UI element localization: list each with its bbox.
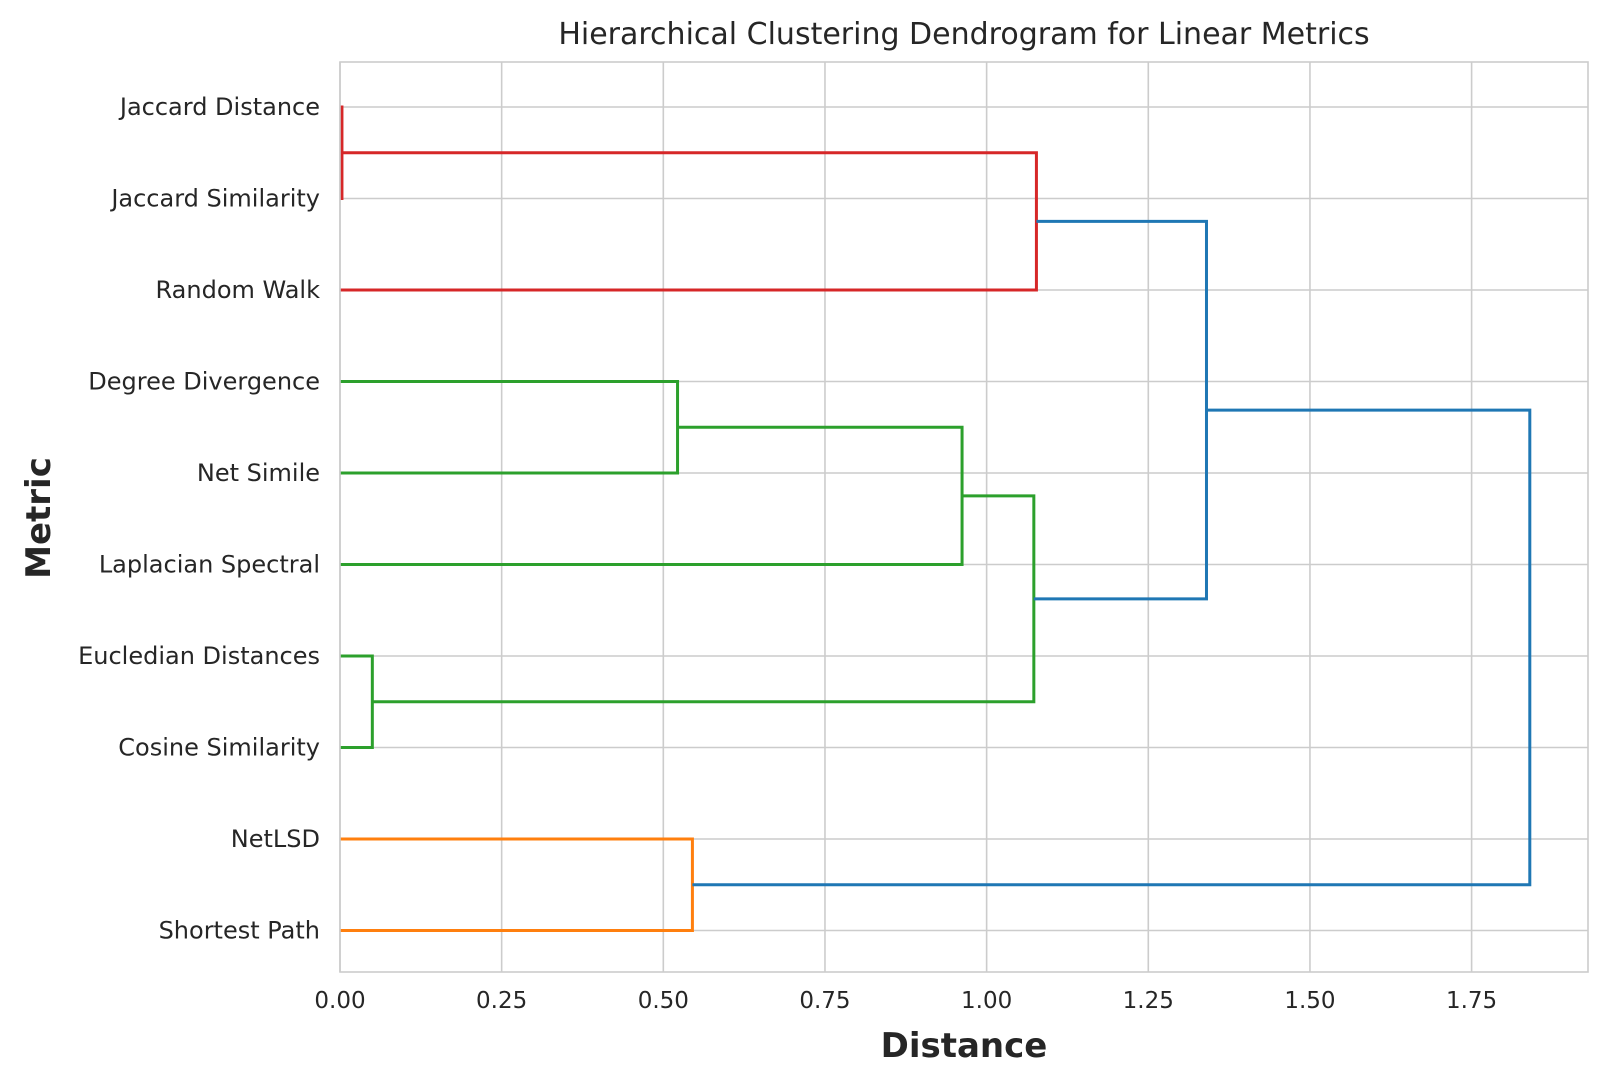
dendrogram-link-dnl bbox=[340, 425, 964, 566]
dendrogram-link-dn bbox=[340, 380, 680, 475]
leaf-label: Jaccard Distance bbox=[118, 93, 320, 121]
leaf-label: Eucledian Distances bbox=[78, 642, 320, 670]
grid bbox=[339, 62, 1588, 972]
y-axis-label: Metric bbox=[19, 457, 59, 579]
dendrogram-link-orange bbox=[340, 837, 694, 932]
dendrogram-link-rg bbox=[1033, 219, 1208, 601]
leaf-label: Net Simile bbox=[197, 459, 320, 487]
dendrogram-link-root bbox=[692, 408, 1532, 887]
chart-title: Hierarchical Clustering Dendrogram for L… bbox=[558, 17, 1369, 52]
x-tick-label: 1.50 bbox=[1284, 988, 1335, 1014]
x-tick-label: 1.75 bbox=[1446, 988, 1497, 1014]
x-tick-label: 0.25 bbox=[476, 988, 527, 1014]
leaf-label: Degree Divergence bbox=[88, 368, 320, 396]
dendrogram-link-green bbox=[372, 494, 1036, 704]
x-axis-label: Distance bbox=[881, 1026, 1048, 1066]
leaf-label: Shortest Path bbox=[159, 917, 320, 945]
leaf-label: Jaccard Similarity bbox=[109, 185, 320, 213]
x-tick-label: 1.25 bbox=[1123, 988, 1174, 1014]
x-tick-label: 0.00 bbox=[314, 988, 365, 1014]
dendrogram-link-red bbox=[340, 151, 1038, 292]
dendrogram-link-ec bbox=[340, 654, 374, 749]
leaf-label: NetLSD bbox=[231, 825, 320, 853]
dendrogram-links bbox=[340, 105, 1532, 932]
plot-frame bbox=[339, 61, 1589, 973]
y-axis-leaf-labels: Jaccard Distance Jaccard Similarity Random… bbox=[78, 93, 320, 945]
leaf-label: Cosine Similarity bbox=[118, 734, 320, 762]
leaf-label: Random Walk bbox=[156, 276, 321, 304]
x-tick-label: 1.00 bbox=[961, 988, 1012, 1014]
leaf-label: Laplacian Spectral bbox=[99, 551, 320, 579]
x-tick-label: 0.75 bbox=[799, 988, 850, 1014]
x-axis-ticks: 0.00 0.25 0.50 0.75 1.00 1.25 1.50 1.75 bbox=[314, 988, 1497, 1014]
x-tick-label: 0.50 bbox=[638, 988, 689, 1014]
